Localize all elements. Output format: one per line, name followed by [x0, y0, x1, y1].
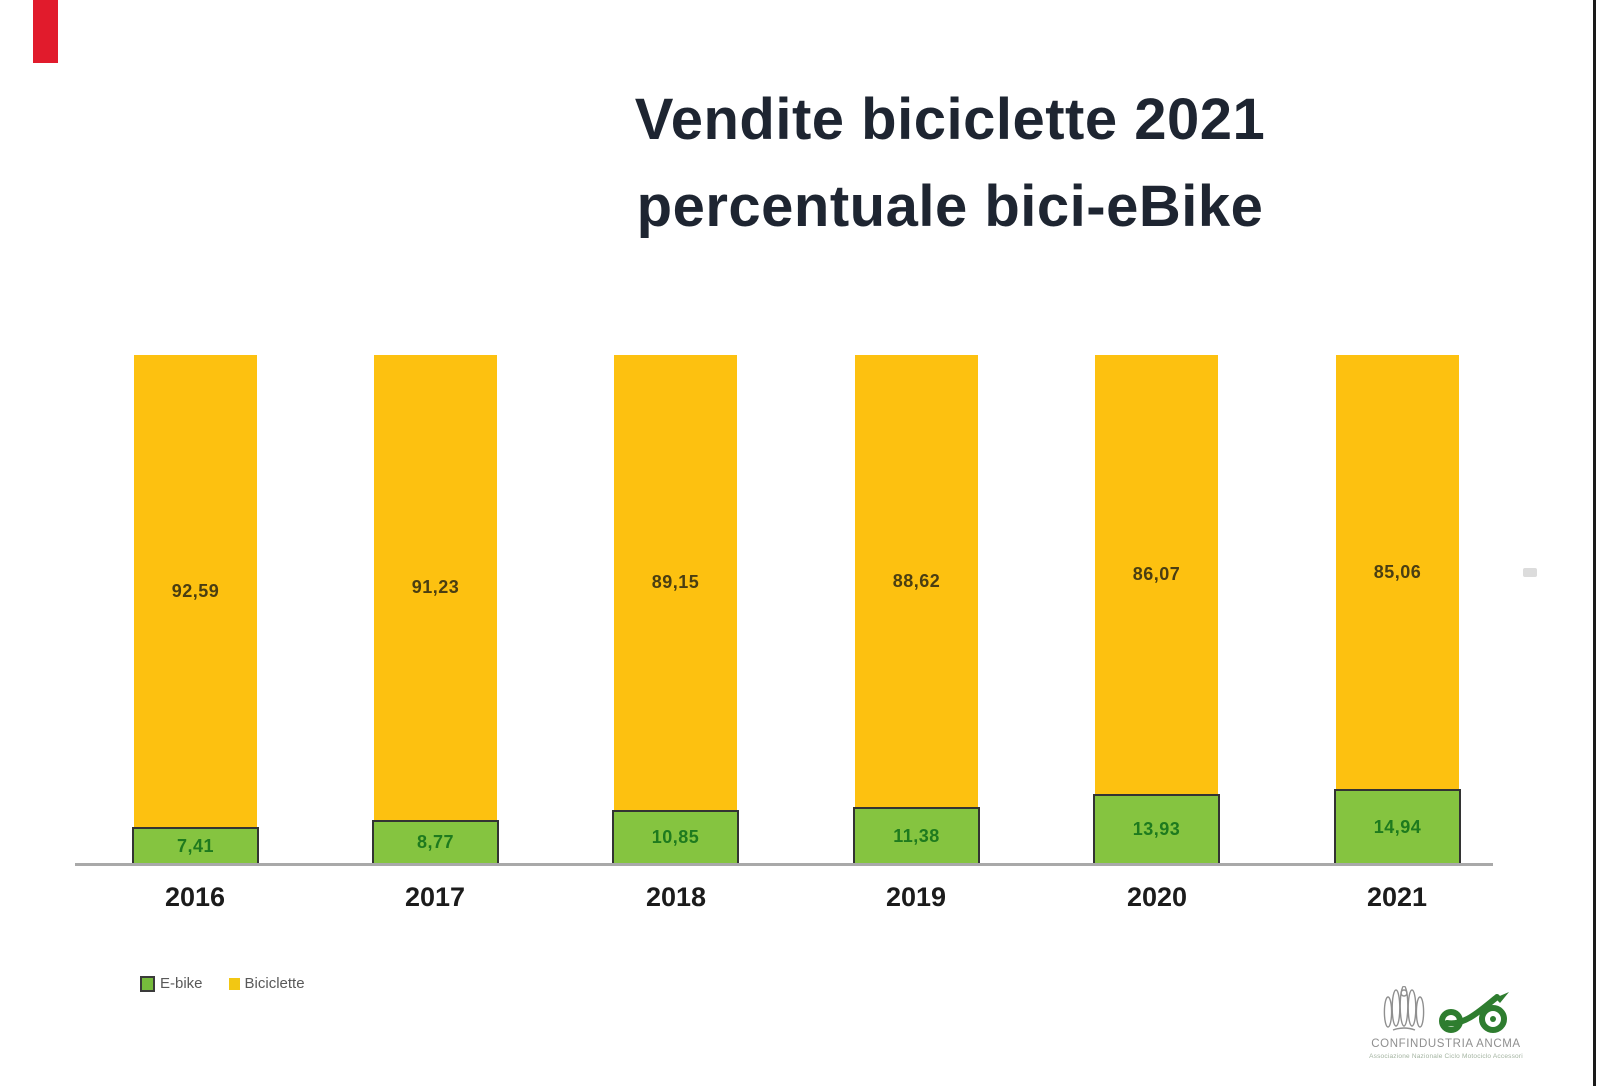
x-axis-label-2021: 2021: [1366, 882, 1428, 912]
bar-2019-ebike-segment: 11,38: [853, 807, 980, 865]
ancma-bicycle-icon: [1439, 992, 1509, 1033]
x-axis-label-2019: 2019: [885, 882, 947, 912]
faint-mark: [1523, 568, 1537, 577]
x-axis-label-2020: 2020: [1126, 882, 1188, 912]
bar-2016-biciclette-value-label: 92,59: [171, 580, 220, 601]
legend-item-ebike: E-bike: [140, 975, 203, 992]
red-stripe-decoration: [33, 0, 58, 63]
chart-title: Vendite biciclette 2021 percentuale bici…: [380, 76, 1520, 250]
confindustria-ancma-wordmark: CONFINDUSTRIA ANCMA: [1371, 1038, 1521, 1050]
bar-2020-biciclette-value-label: 86,07: [1132, 564, 1181, 584]
bar-2019-biciclette-value-label: 88,62: [892, 570, 941, 591]
bar-2019-ebike-value-label: 11,38: [893, 825, 940, 846]
bar-2018-ebike-value-label: 10,85: [651, 827, 700, 847]
bar-2021-biciclette-segment: 85,06: [1336, 355, 1459, 789]
chart-title-line1: Vendite biciclette 2021: [634, 87, 1266, 152]
x-axis-label-2018: 2018: [645, 882, 707, 912]
bar-2021-ebike-value-label: 14,94: [1373, 816, 1422, 837]
bar-2020-biciclette-segment: 86,07: [1095, 355, 1218, 794]
footer-branding: CONFINDUSTRIA ANCMA Associazione Naziona…: [1368, 982, 1524, 1060]
x-axis-label-2017: 2017: [404, 882, 466, 912]
bar-2016-ebike-value-label: 7,41: [176, 835, 215, 856]
chart-legend: E-bike Biciclette: [140, 975, 305, 992]
page-right-border: [1593, 0, 1596, 1086]
bar-2017-biciclette-segment: 91,23: [374, 355, 497, 820]
chart-title-line2: percentuale bici-eBike: [636, 174, 1264, 239]
biciclette-legend-swatch: [228, 977, 240, 990]
bar-2018-ebike-segment: 10,85: [612, 810, 739, 865]
ancma-tagline: Associazione Nazionale Ciclo Motociclo A…: [1369, 1053, 1523, 1060]
bar-2021-biciclette-value-label: 85,06: [1373, 561, 1422, 582]
bar-2017-ebike-segment: 8,77: [372, 820, 499, 865]
bar-2021-ebike-segment: 14,94: [1334, 789, 1461, 865]
x-axis-line: [75, 863, 1493, 866]
bar-2018-biciclette-segment: 89,15: [614, 355, 737, 810]
bar-2020-ebike-segment: 13,93: [1093, 794, 1220, 865]
bar-2016-ebike-segment: 7,41: [132, 827, 259, 865]
bar-2016-biciclette-segment: 92,59: [134, 355, 257, 827]
bar-2017-ebike-value-label: 8,77: [416, 832, 455, 852]
bar-2017-biciclette-value-label: 91,23: [411, 577, 460, 597]
legend-item-biciclette: Biciclette: [228, 975, 305, 992]
x-axis-label-2016: 2016: [164, 882, 226, 912]
confindustria-eagle-icon: [1383, 986, 1425, 1031]
bar-2020-ebike-value-label: 13,93: [1132, 819, 1181, 839]
ebike-legend-swatch: [140, 975, 155, 992]
legend-label-ebike: E-bike: [160, 975, 203, 992]
bar-2018-biciclette-value-label: 89,15: [651, 572, 700, 592]
bar-2019-biciclette-segment: 88,62: [855, 355, 978, 807]
legend-label-biciclette: Biciclette: [244, 975, 305, 992]
footer-logos: [1368, 982, 1524, 1034]
